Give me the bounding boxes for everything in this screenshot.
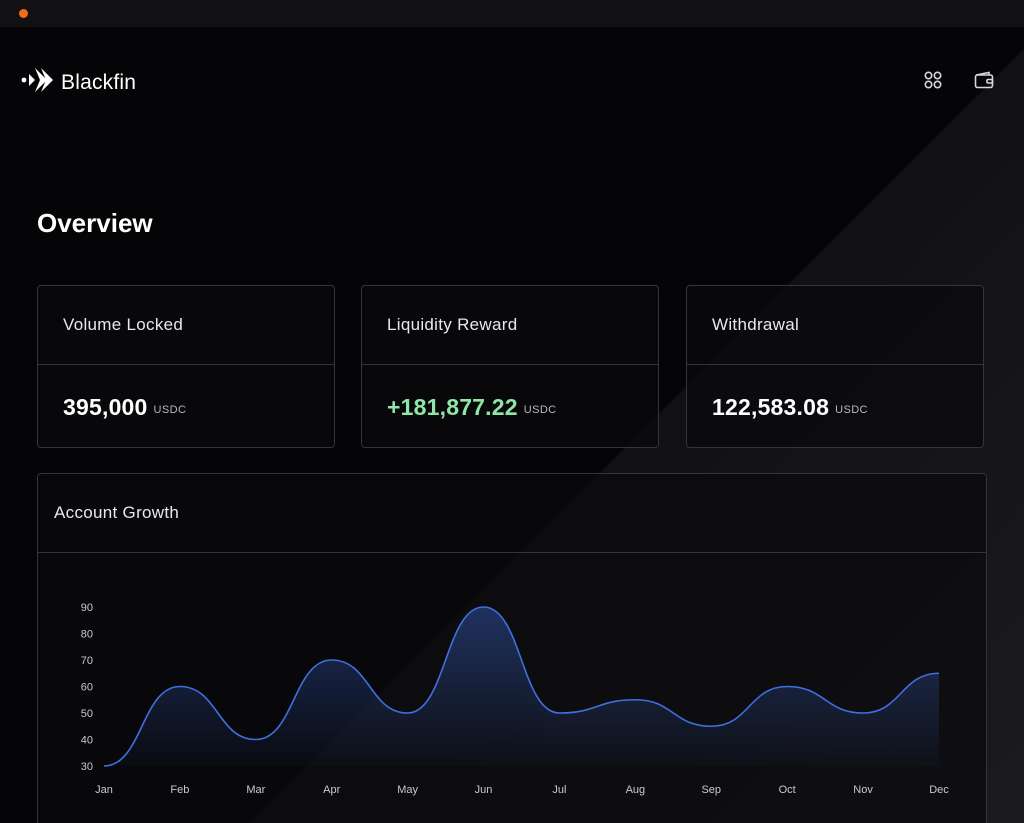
y-tick-label: 30: [81, 761, 93, 773]
stat-card-value: +181,877.22: [387, 393, 518, 420]
stat-card-label: Withdrawal: [687, 286, 983, 365]
title-bar: [0, 0, 1024, 27]
account-growth-chart: 30 40 50 60 70 80 90 Jan Feb Mar Apr May Jun Jul Aug Se…: [81, 602, 950, 796]
x-tick-label: Jul: [552, 784, 566, 796]
x-tick-label: Oct: [779, 784, 796, 796]
account-growth-card: Account Growth 30 40 50 60 70 80 90 Jan Feb Mar Ap…: [37, 473, 987, 823]
y-tick-label: 80: [81, 629, 93, 641]
series-area: [104, 607, 939, 766]
x-tick-label: Apr: [323, 784, 340, 796]
stat-card-body: +181,877.22 USDC: [362, 365, 658, 449]
brand-name: Blackfin: [61, 70, 137, 94]
stat-card-value: 122,583.08: [712, 393, 830, 420]
wallet-icon[interactable]: [974, 70, 994, 90]
window-close-dot[interactable]: [19, 9, 28, 18]
stat-card-unit: USDC: [835, 404, 868, 416]
x-tick-label: Jun: [475, 784, 493, 796]
stat-card-value: 395,000: [63, 393, 148, 420]
stat-card-body: 395,000 USDC: [38, 365, 334, 449]
y-tick-label: 70: [81, 655, 93, 667]
stat-card-liquidity-reward: Liquidity Reward +181,877.22 USDC: [361, 285, 659, 448]
x-tick-label: Aug: [626, 784, 646, 796]
stat-card-body: 122,583.08 USDC: [687, 365, 983, 449]
grid-icon[interactable]: [923, 70, 943, 90]
brand-logo-icon: [21, 66, 55, 99]
x-tick-label: Jan: [95, 784, 113, 796]
stat-card-unit: USDC: [523, 404, 557, 416]
brand[interactable]: Blackfin: [21, 66, 136, 99]
y-tick-label: 60: [81, 682, 93, 694]
y-tick-label: 40: [81, 735, 93, 747]
x-tick-label: Mar: [246, 784, 265, 796]
series-line: [103, 606, 940, 767]
page-title: Overview: [37, 208, 153, 238]
x-tick-label: Sep: [701, 784, 721, 796]
y-tick-label: 50: [81, 708, 93, 720]
chart-title: Account Growth: [38, 474, 986, 553]
x-tick-label: May: [397, 784, 418, 796]
stat-card-volume-locked: Volume Locked 395,000 USDC: [37, 285, 335, 448]
x-tick-label: Nov: [853, 784, 873, 796]
x-tick-label: Dec: [929, 784, 949, 796]
stat-card-label: Liquidity Reward: [362, 286, 658, 365]
stat-card-withdrawal: Withdrawal 122,583.08 USDC: [686, 285, 984, 448]
y-tick-label: 90: [81, 602, 93, 614]
stat-card-label: Volume Locked: [38, 286, 334, 365]
x-tick-label: Feb: [170, 784, 189, 796]
header-actions: [923, 70, 994, 90]
stat-card-unit: USDC: [153, 404, 187, 416]
